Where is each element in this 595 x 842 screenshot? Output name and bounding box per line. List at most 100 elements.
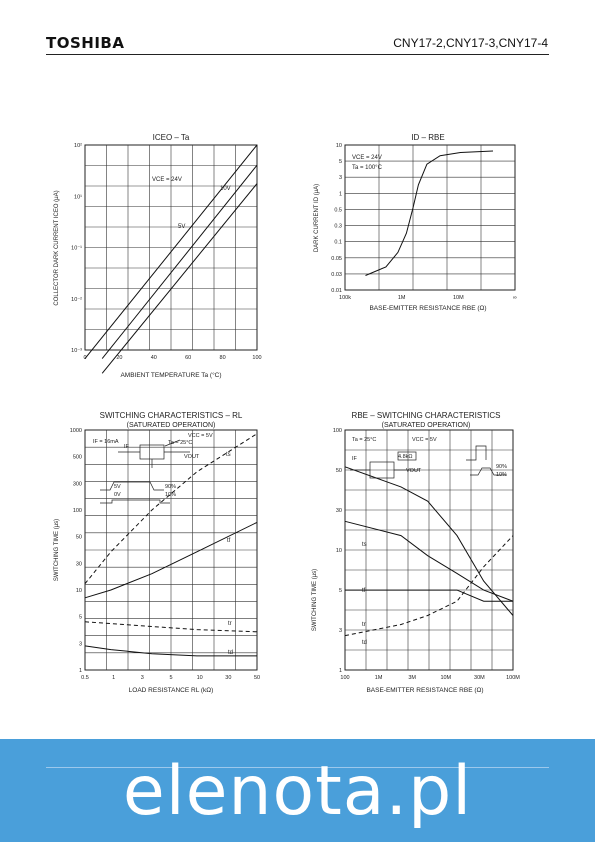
- x-tick-label: 100M: [506, 675, 520, 681]
- y-tick-label: 5: [79, 615, 82, 621]
- chart3-lines: [84, 433, 258, 657]
- chart1-annot-vce: VCE = 24V: [152, 177, 182, 183]
- y-tick-label: 500: [73, 455, 82, 461]
- chart2-xlabel: BASE-EMITTER RESISTANCE RBE (Ω): [369, 305, 486, 312]
- chart4-label-tr: tr: [362, 622, 366, 628]
- chart4-annot-90: 90%: [496, 464, 507, 470]
- header-rule: [46, 54, 549, 55]
- chart3-annot-10: 10%: [165, 492, 176, 498]
- x-tick-label: 10M: [440, 675, 451, 681]
- y-tick-label: 0.1: [334, 240, 342, 246]
- chart4-annot-res: 4.8kΩ: [398, 454, 413, 460]
- y-tick-label: 10: [336, 548, 342, 554]
- part-numbers: CNY17-2,CNY17-3,CNY17-4: [393, 36, 548, 50]
- chart4-lines: [344, 466, 514, 637]
- x-tick-label: 30: [225, 675, 231, 681]
- y-tick-label: 3: [79, 641, 82, 647]
- chart1-lines: [84, 144, 258, 374]
- y-tick-label: 10²: [74, 143, 82, 149]
- chart3-annot-iflabel: IF: [124, 444, 130, 450]
- series-line-td: [344, 535, 514, 637]
- x-tick-label: 80: [220, 355, 226, 361]
- chart3-annot-vcc: VCC = 5V: [188, 433, 213, 439]
- series-line-tr: [345, 589, 513, 602]
- series-line-tr: [84, 621, 258, 633]
- y-tick-label: 100: [73, 508, 82, 514]
- chart1-annot-10v: 10V: [220, 186, 231, 192]
- x-tick-label: 1: [112, 675, 115, 681]
- chart3-annot-0v: 0V: [114, 492, 121, 498]
- chart3-label-ts: ts: [226, 452, 231, 458]
- chart3-label-td: td: [228, 650, 233, 656]
- series-line-td: [84, 645, 257, 657]
- chart4-grid: [345, 430, 513, 670]
- y-tick-label: 10¹: [74, 194, 82, 200]
- x-tick-label: 50: [254, 675, 260, 681]
- y-tick-label: 10⁻²: [71, 297, 82, 303]
- chart2-annot-vce: VCE = 24V: [352, 155, 382, 161]
- x-tick-label: 30M: [474, 675, 485, 681]
- watermark-text: elenota.pl: [122, 752, 473, 831]
- brand-logo: TOSHIBA: [46, 34, 125, 52]
- chart4-annot-ta: Ta = 25°C: [352, 437, 376, 443]
- x-tick-label: 10M: [453, 295, 464, 301]
- y-tick-label: 100: [333, 428, 342, 434]
- x-tick-label: 1M: [398, 295, 406, 301]
- chart4-title: RBE – SWITCHING CHARACTERISTICS: [352, 411, 501, 420]
- chart3-annot-90: 90%: [165, 484, 176, 490]
- chart2-title: ID – RBE: [411, 133, 444, 142]
- series-line-s1: [101, 164, 258, 359]
- x-tick-label: 3M: [408, 675, 416, 681]
- chart2-grid: [345, 145, 515, 290]
- series-line-s0: [84, 144, 258, 359]
- series-line-s0: [365, 150, 494, 276]
- chart4-schematic: [350, 445, 506, 479]
- y-tick-label: 0.3: [334, 224, 342, 230]
- y-tick-label: 10: [76, 588, 82, 594]
- x-tick-label: 100: [340, 675, 349, 681]
- chart4-annot-10: 10%: [496, 472, 507, 478]
- series-line-tf: [84, 521, 258, 599]
- chart2-annot-ta: Ta = 100°C: [352, 165, 383, 171]
- y-tick-label: 30: [336, 508, 342, 514]
- chart3-grid: [85, 430, 257, 670]
- x-tick-label: 3: [141, 675, 144, 681]
- chart1-title: ICEO – Ta: [153, 133, 190, 142]
- chart3-schematic: [100, 439, 190, 504]
- chart3-xlabel: LOAD RESISTANCE RL (kΩ): [129, 687, 214, 694]
- chart3-title: SWITCHING CHARACTERISTICS – RL: [100, 411, 243, 420]
- x-tick-label: 60: [185, 355, 191, 361]
- x-tick-label: 100k: [339, 295, 351, 301]
- chart4-ylabel: SWITCHING TIME (μs): [312, 569, 318, 631]
- y-tick-label: 50: [336, 468, 342, 474]
- chart3-annot-if: IF = 16mA: [93, 439, 119, 445]
- footer-rule: [46, 767, 549, 768]
- y-tick-label: 1: [339, 668, 342, 674]
- y-tick-label: 1: [339, 191, 342, 197]
- x-tick-label: 20: [116, 355, 122, 361]
- chart3-annot-5v: 5V: [114, 484, 121, 490]
- chart4-label-ts: ts: [362, 542, 367, 548]
- y-tick-label: 50: [76, 535, 82, 541]
- series-line-s2: [101, 183, 258, 374]
- chart3-annot-vout: VOUT: [184, 454, 200, 460]
- x-tick-label: 5: [169, 675, 172, 681]
- y-tick-label: 1: [79, 668, 82, 674]
- chart3-ylabel: SWITCHING TIME (μs): [54, 519, 60, 581]
- chart3-label-tf: tf: [227, 538, 231, 544]
- chart1-annot-5v: 5V: [178, 224, 185, 230]
- x-tick-label: 10: [197, 675, 203, 681]
- x-tick-label: 0.5: [81, 675, 89, 681]
- chart3-label-tr: tr: [228, 621, 232, 627]
- y-tick-label: 10⁻³: [71, 348, 82, 354]
- chart4-annot-vcc: VCC = 5V: [412, 437, 437, 443]
- series-line-ts: [84, 433, 258, 585]
- chart1-grid: [85, 145, 257, 350]
- chart3-annot-ta: Ta = 25°C: [168, 440, 192, 446]
- y-tick-label: 0.03: [331, 272, 342, 278]
- chart1-xlabel: AMBIENT TEMPERATURE Ta (°C): [120, 371, 221, 379]
- y-tick-label: 30: [76, 561, 82, 567]
- x-tick-label: 1M: [375, 675, 383, 681]
